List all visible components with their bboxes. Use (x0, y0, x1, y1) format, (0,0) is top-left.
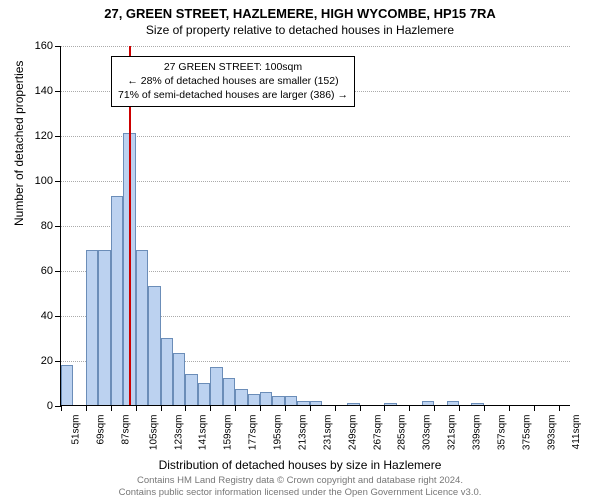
x-tick-label: 393sqm (546, 415, 557, 451)
y-tick-label: 100 (35, 175, 61, 187)
histogram-bar (422, 401, 434, 406)
x-tick (559, 405, 560, 411)
x-tick-label: 267sqm (372, 415, 383, 451)
x-tick-label: 195sqm (272, 415, 283, 451)
x-tick-label: 51sqm (71, 415, 82, 445)
histogram-bar (248, 394, 260, 405)
histogram-bar (235, 389, 247, 405)
x-tick (61, 405, 62, 411)
grid-line (61, 46, 570, 47)
x-tick (384, 405, 385, 411)
x-tick (260, 405, 261, 411)
x-tick-label: 159sqm (223, 415, 234, 451)
y-tick-label: 0 (47, 400, 61, 412)
x-tick (310, 405, 311, 411)
histogram-bar (210, 367, 222, 405)
histogram-bar (185, 374, 197, 406)
histogram-bar (447, 401, 459, 406)
x-tick (285, 405, 286, 411)
x-tick-label: 87sqm (120, 415, 131, 445)
histogram-bar (297, 401, 309, 406)
x-tick-label: 141sqm (198, 415, 209, 451)
x-tick (509, 405, 510, 411)
histogram-bar (161, 338, 173, 406)
x-tick (409, 405, 410, 411)
y-tick-label: 80 (41, 220, 61, 232)
histogram-bar (260, 392, 272, 406)
histogram-bar (136, 250, 148, 405)
chart-container: 27, GREEN STREET, HAZLEMERE, HIGH WYCOMB… (0, 0, 600, 500)
x-tick-label: 105sqm (148, 415, 159, 451)
annotation-box: 27 GREEN STREET: 100sqm← 28% of detached… (111, 56, 355, 107)
histogram-bar (61, 365, 73, 406)
annotation-line: 27 GREEN STREET: 100sqm (118, 60, 348, 74)
histogram-bar (285, 396, 297, 405)
x-axis-label: Distribution of detached houses by size … (0, 458, 600, 472)
x-tick-label: 285sqm (397, 415, 408, 451)
histogram-bar (198, 383, 210, 406)
x-tick (235, 405, 236, 411)
y-tick-label: 160 (35, 40, 61, 52)
histogram-bar (111, 196, 123, 405)
x-tick (534, 405, 535, 411)
histogram-bar (347, 403, 359, 405)
grid-line (61, 226, 570, 227)
attribution-text: Contains HM Land Registry data © Crown c… (0, 475, 600, 498)
x-tick-label: 375sqm (521, 415, 532, 451)
y-tick-label: 40 (41, 310, 61, 322)
y-tick-label: 140 (35, 85, 61, 97)
histogram-bar (384, 403, 396, 405)
histogram-bar (223, 378, 235, 405)
attribution-line2: Contains public sector information licen… (0, 487, 600, 498)
x-tick (136, 405, 137, 411)
histogram-bar (148, 286, 160, 405)
x-tick-label: 339sqm (471, 415, 482, 451)
grid-line (61, 136, 570, 137)
x-tick (111, 405, 112, 411)
x-tick (335, 405, 336, 411)
x-tick-label: 69sqm (95, 415, 106, 445)
histogram-bar (173, 353, 185, 405)
x-tick-label: 249sqm (347, 415, 358, 451)
histogram-bar (471, 403, 483, 405)
x-tick (86, 405, 87, 411)
y-tick-label: 60 (41, 265, 61, 277)
x-tick (360, 405, 361, 411)
plot-region: 02040608010012014016051sqm69sqm87sqm105s… (60, 46, 570, 406)
chart-title: 27, GREEN STREET, HAZLEMERE, HIGH WYCOMB… (0, 0, 600, 21)
y-tick-label: 20 (41, 355, 61, 367)
grid-line (61, 181, 570, 182)
y-tick-label: 120 (35, 130, 61, 142)
histogram-bar (272, 396, 284, 405)
x-tick (484, 405, 485, 411)
histogram-bar (310, 401, 322, 406)
chart-area: 02040608010012014016051sqm69sqm87sqm105s… (60, 46, 570, 406)
histogram-bar (98, 250, 110, 405)
x-tick (161, 405, 162, 411)
x-tick-label: 321sqm (446, 415, 457, 451)
x-tick-label: 177sqm (247, 415, 258, 451)
x-tick-label: 411sqm (570, 415, 581, 450)
x-tick (459, 405, 460, 411)
x-tick (434, 405, 435, 411)
annotation-line: ← 28% of detached houses are smaller (15… (118, 74, 348, 88)
x-tick-label: 213sqm (297, 415, 308, 451)
annotation-line: 71% of semi-detached houses are larger (… (118, 88, 348, 102)
x-tick-label: 231sqm (322, 415, 333, 451)
chart-subtitle: Size of property relative to detached ho… (0, 21, 600, 37)
histogram-bar (86, 250, 98, 405)
x-tick-label: 303sqm (422, 415, 433, 451)
attribution-line1: Contains HM Land Registry data © Crown c… (0, 475, 600, 486)
y-axis-label: Number of detached properties (12, 61, 26, 226)
x-tick-label: 123sqm (173, 415, 184, 451)
x-tick (210, 405, 211, 411)
x-tick-label: 357sqm (496, 415, 507, 451)
x-tick (185, 405, 186, 411)
